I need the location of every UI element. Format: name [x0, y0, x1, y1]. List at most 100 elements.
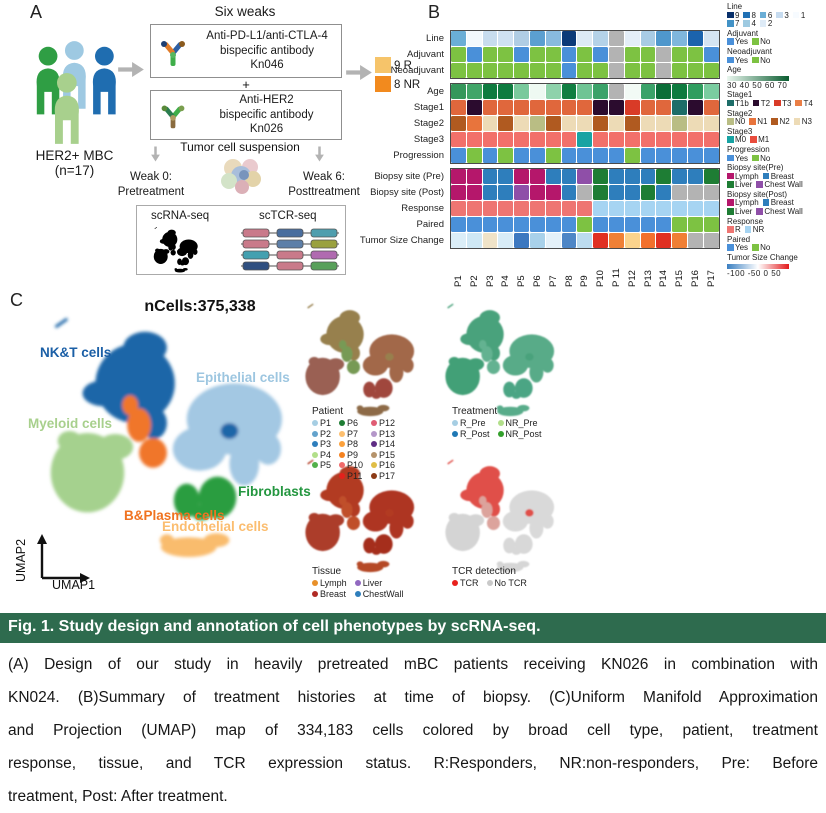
scrna-umap-icon — [145, 224, 201, 274]
tcr-umap-plot — [430, 452, 556, 576]
legend-block: Adjuvant Yes No — [727, 29, 825, 47]
legend-swatch — [727, 226, 734, 233]
heatmap-cell — [529, 201, 545, 216]
heatmap-cell — [703, 84, 719, 99]
legend-block: Stage3 M0 M1 — [727, 126, 825, 145]
heatmap-cell — [482, 148, 498, 163]
heatmap-cell — [640, 185, 656, 200]
kn046-line1: Anti-PD-L1/anti-CTLA-4 — [206, 29, 328, 42]
legend-columns: R_Pre R_Post NR_Pre NR_Post — [452, 418, 542, 439]
heatmap-cell — [529, 84, 545, 99]
heatmap-cell — [561, 100, 577, 115]
legend-swatch — [727, 118, 734, 125]
heatmap-group-3: Biopsy site (Pre) Biopsy site (Post) Respo… — [360, 168, 720, 249]
legend-swatch — [793, 118, 801, 125]
heatmap-cell — [482, 116, 498, 131]
heatmap-cell — [593, 63, 608, 78]
heatmap-cell — [451, 63, 466, 78]
week6-line1: Weak 6: — [303, 171, 345, 183]
legend-item-label: 3 — [784, 10, 789, 20]
legend-swatch — [339, 430, 346, 437]
heatmap-row-paired: Paired — [417, 217, 719, 232]
legend-item-label: M1 — [758, 135, 770, 145]
legend-gradient-bar — [727, 75, 789, 81]
heatmap-cell — [498, 116, 514, 131]
heatmap-cell — [577, 169, 593, 184]
kn026-line3: Kn026 — [249, 123, 284, 136]
heatmap-cell — [482, 84, 498, 99]
cluster-label-bplasma: B&Plasma cells — [124, 508, 225, 523]
sequencing-box: scRNA-seq scTCR-seq — [136, 205, 346, 275]
heatmap-row-label: Line — [426, 33, 444, 44]
heatmap-cell — [577, 233, 593, 248]
kn026-line2: bispecific antibody — [219, 108, 314, 121]
legend-item-label: P12 — [379, 418, 396, 428]
responder-label: 9 R — [394, 60, 412, 72]
legend-item-label: Yes — [735, 37, 749, 47]
heatmap-cell — [593, 31, 608, 46]
legend-row: Yes No — [727, 38, 825, 47]
kn026-text: Anti-HER2 bispecific antibody Kn026 — [192, 93, 341, 137]
legend-gradient-ticks: 30 40 50 60 70 — [727, 80, 788, 90]
heatmap-cell — [482, 47, 498, 62]
heatmap-cell — [687, 47, 703, 62]
heatmap-cell — [608, 148, 624, 163]
legend-item-label: NR_Post — [505, 428, 542, 439]
heatmap-cell — [466, 84, 482, 99]
heatmap-cell — [514, 31, 529, 46]
heatmap-x-labels: P1 P2 P3 P4 P5 P6 P7 P8 P9 P10 P 11 P12 P13 P14 P15 P16… — [451, 253, 720, 287]
heatmap-cell — [529, 63, 545, 78]
heatmap-cell — [451, 185, 466, 200]
legend-item-label: P16 — [379, 460, 396, 470]
heatmap-cell — [498, 185, 514, 200]
legend-item-label: Lymph — [320, 578, 347, 588]
heatmap-cell — [640, 84, 656, 99]
legend-item-label: P15 — [379, 449, 396, 460]
legend-item: NR_Post — [497, 428, 542, 440]
ncells-label: nCells:375,338 — [144, 298, 256, 315]
heatmap-row-label: Biopsy site (Post) — [370, 187, 444, 198]
heatmap-cell — [498, 217, 514, 232]
legend-item: 4 — [743, 19, 756, 28]
legend-item: N1 — [749, 117, 767, 126]
legend-swatch — [312, 420, 318, 426]
heatmap-cell — [466, 100, 482, 115]
legend-swatch — [354, 590, 361, 597]
heatmap-cell — [514, 148, 529, 163]
legend-item: No — [752, 154, 770, 163]
heatmap-cell — [656, 148, 672, 163]
heatmap-group-2: Age Stage1 Stage2 Stage3 Progression — [393, 83, 720, 164]
heatmap-cell — [451, 233, 466, 248]
heatmap-cell — [687, 169, 703, 184]
heatmap-cell — [561, 169, 577, 184]
legend-title: Stage3 — [727, 126, 753, 136]
heatmap-cell — [608, 233, 624, 248]
legend-item: T1b — [727, 99, 749, 108]
heatmap-cell — [577, 31, 593, 46]
legend-swatch — [727, 172, 734, 180]
legend-item-label: ChestWall — [362, 588, 404, 599]
heatmap-cell — [482, 100, 498, 115]
legend-item-label: 8 — [751, 10, 756, 20]
patient-axis-label: P14 — [658, 270, 670, 287]
legend-swatch — [759, 20, 767, 27]
heatmap-cell — [561, 132, 577, 147]
heatmap-cell — [514, 217, 529, 232]
heatmap-cell — [624, 116, 640, 131]
patient-axis-label: P3 — [484, 275, 496, 287]
legend-swatch — [312, 430, 318, 437]
legend-item: Liver — [727, 180, 752, 189]
legend-item: M1 — [750, 135, 769, 144]
week0-label: Weak 0: Pretreatment — [106, 170, 196, 200]
legend-title: Patient — [312, 406, 344, 417]
heatmap-cell — [608, 84, 624, 99]
legend-item-label: No TCR — [494, 578, 527, 588]
heatmap-cell — [529, 132, 545, 147]
heatmap-cell — [529, 31, 545, 46]
heatmap-cell — [577, 84, 593, 99]
cohort-line2: (n=17) — [54, 163, 95, 178]
legend-item: 7 — [727, 19, 739, 28]
legend-item-label: No — [760, 153, 771, 163]
legend-column: NR_Pre NR_Post — [497, 418, 542, 440]
heatmap-cell — [545, 148, 561, 163]
